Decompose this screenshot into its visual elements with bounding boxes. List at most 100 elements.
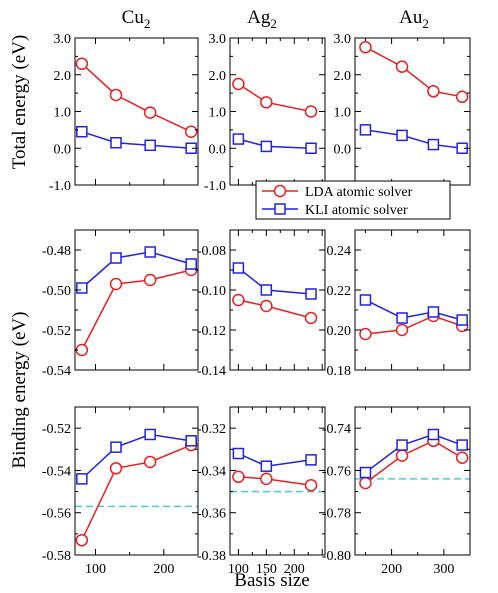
series-line-lda-cu2-binding-upper <box>81 269 192 351</box>
marker-kli-ag2-binding-upper-2 <box>305 288 317 300</box>
marker-kli-ag2-binding-lower-0 <box>232 447 245 460</box>
series-line-lda-ag2-binding-upper <box>238 299 312 319</box>
y-tick-label-au2-binding-lower-1: -0.78 <box>322 507 351 522</box>
marker-lda-cu2-binding-lower-0 <box>75 533 89 547</box>
marker-kli-cu2-binding-lower-3 <box>185 435 197 447</box>
marker-kli-ag2-total-2 <box>305 142 317 154</box>
panel-au2-total: -1.00.01.02.03.0 <box>329 32 471 194</box>
marker-kli-cu2-binding-lower-0 <box>76 473 88 485</box>
legend-marker-lda <box>273 184 287 198</box>
y-tick-label-au2-binding-lower-3: -0.74 <box>322 422 351 437</box>
marker-lda-au2-total-0 <box>359 40 372 54</box>
marker-lda-ag2-total-2 <box>304 105 318 118</box>
series-line-lda-au2-total <box>365 46 463 98</box>
y-tick-label-ag2-binding-upper-3: -0.08 <box>197 244 226 259</box>
x-tick-label-cu2-binding-lower-1: 200 <box>153 562 174 577</box>
panel-au2-binding-lower: -0.80 -0.78 -0.76 -0.74 200 300 <box>322 406 471 577</box>
y-tick-label-cu2-total-2: 1.0 <box>54 106 72 121</box>
x-tick-label-ag2-binding-lower-0: 100 <box>228 562 249 577</box>
panel-ag2-binding-upper: -0.14 -0.12 -0.10 -0.08 <box>197 229 326 379</box>
panel-ag2-total: -1.0 0.0 1.0 2.0 3.0 <box>204 32 326 194</box>
marker-kli-au2-binding-upper-3 <box>456 314 468 326</box>
marker-kli-cu2-binding-lower-1 <box>110 441 122 453</box>
x-tick-label-ag2-binding-lower-2: 200 <box>284 562 305 577</box>
series-line-lda-au2-binding-lower <box>365 439 463 484</box>
marker-lda-au2-binding-upper-0 <box>359 327 372 341</box>
x-tick-label-au2-binding-lower-1: 300 <box>433 562 454 577</box>
marker-kli-ag2-binding-lower-2 <box>305 454 317 466</box>
y-tick-label-cu2-binding-upper-2: -0.50 <box>42 284 71 299</box>
y-tick-label-cu2-binding-upper-1: -0.52 <box>42 324 71 339</box>
marker-kli-cu2-total-2 <box>144 139 156 152</box>
y-tick-label-au2-binding-lower-2: -0.76 <box>322 464 351 479</box>
y-tick-label-cu2-binding-lower-3: -0.52 <box>42 422 71 437</box>
marker-lda-cu2-total-3 <box>184 125 198 138</box>
marker-lda-cu2-binding-upper-1 <box>109 277 123 291</box>
y-tick-label-ag2-binding-lower-1: -0.36 <box>197 507 226 522</box>
series-line-kli-cu2-binding-upper <box>81 251 192 289</box>
y-tick-label-cu2-total-3: 2.0 <box>54 69 72 84</box>
marker-kli-cu2-binding-lower-2 <box>144 428 156 441</box>
series-line-kli-ag2-total <box>238 138 312 149</box>
series-line-lda-au2-binding-upper <box>365 315 463 335</box>
y-tick-label-au2-binding-upper-0: 0.18 <box>327 364 352 379</box>
marker-lda-au2-binding-lower-0 <box>359 476 372 490</box>
panel-cu2-binding-lower: -0.58 -0.56 -0.54 -0.52 100 200 <box>42 406 199 577</box>
marker-lda-au2-binding-lower-3 <box>455 451 469 464</box>
marker-lda-cu2-binding-lower-2 <box>143 455 157 469</box>
y-tick-label-ag2-binding-lower-0: -0.38 <box>197 549 226 564</box>
series-line-kli-au2-binding-lower <box>365 433 463 474</box>
series-line-kli-cu2-binding-lower <box>81 433 192 480</box>
marker-lda-cu2-total-1 <box>109 88 123 102</box>
x-axis-title: Basis size <box>234 570 309 591</box>
y-tick-label-au2-binding-lower-0: -0.80 <box>322 549 351 564</box>
column-title-ag2: Ag2 <box>247 7 277 31</box>
series-line-lda-ag2-binding-lower <box>238 476 312 486</box>
plot-frame-au2-binding-lower <box>354 406 471 556</box>
marker-kli-cu2-binding-upper-2 <box>144 246 156 258</box>
marker-lda-ag2-binding-lower-2 <box>304 478 318 492</box>
y-axis-title-total-energy: Total energy (eV) <box>9 35 30 169</box>
legend-label-kli: KLI atomic solver <box>305 203 408 218</box>
plot-frame-au2-binding-upper <box>354 229 471 371</box>
series-line-kli-ag2-binding-upper <box>237 267 312 295</box>
y-tick-label-au2-total-1: 0.0 <box>334 142 352 157</box>
series-line-lda-ag2-total <box>237 83 312 113</box>
series-line-kli-ag2-binding-lower <box>238 452 312 467</box>
marker-kli-au2-binding-lower-2 <box>427 428 440 441</box>
series-line-kli-cu2-total <box>81 130 192 149</box>
marker-kli-au2-binding-lower-3 <box>456 439 468 451</box>
y-tick-label-ag2-binding-upper-1: -0.12 <box>197 324 226 339</box>
x-tick-label-ag2-binding-lower-1: 150 <box>256 562 277 577</box>
marker-lda-ag2-total-0 <box>232 77 245 91</box>
legend-box <box>255 180 451 220</box>
y-tick-label-au2-binding-upper-3: 0.24 <box>327 244 352 259</box>
marker-lda-cu2-binding-lower-1 <box>109 462 123 475</box>
series-line-kli-au2-binding-upper <box>365 299 463 321</box>
y-tick-label-ag2-total-3: 2.0 <box>209 69 227 84</box>
marker-kli-au2-binding-lower-1 <box>396 439 408 451</box>
marker-lda-au2-binding-upper-1 <box>395 323 409 337</box>
y-tick-label-ag2-total-2: 1.0 <box>209 106 227 121</box>
series-line-lda-cu2-total <box>81 63 192 133</box>
y-tick-label-cu2-binding-upper-0: -0.54 <box>42 364 71 379</box>
legend-marker-kli <box>274 203 286 215</box>
y-tick-label-au2-total-4: 3.0 <box>334 32 352 47</box>
x-tick-label-cu2-binding-lower-0: 100 <box>85 562 106 577</box>
y-tick-label-cu2-binding-lower-2: -0.54 <box>42 464 71 479</box>
marker-lda-ag2-binding-lower-1 <box>260 472 273 486</box>
column-title-au2: Au2 <box>399 7 429 31</box>
y-tick-label-au2-total-2: 1.0 <box>334 106 352 121</box>
legend-label-lda: LDA atomic solver <box>305 185 413 200</box>
marker-lda-au2-total-2 <box>427 85 440 98</box>
panel-au2-binding-upper: 0.18 0.20 0.22 0.24 <box>327 229 471 379</box>
plot-frame-cu2-binding-upper <box>74 229 199 371</box>
y-tick-label-ag2-total-0: -1.0 <box>204 179 226 194</box>
marker-lda-au2-total-1 <box>395 60 409 73</box>
marker-kli-ag2-binding-upper-1 <box>260 284 273 296</box>
y-tick-label-ag2-binding-lower-3: -0.32 <box>197 422 226 437</box>
y-tick-label-cu2-total-4: 3.0 <box>54 32 72 47</box>
marker-kli-ag2-total-1 <box>260 140 273 153</box>
marker-kli-ag2-binding-lower-1 <box>260 460 273 472</box>
